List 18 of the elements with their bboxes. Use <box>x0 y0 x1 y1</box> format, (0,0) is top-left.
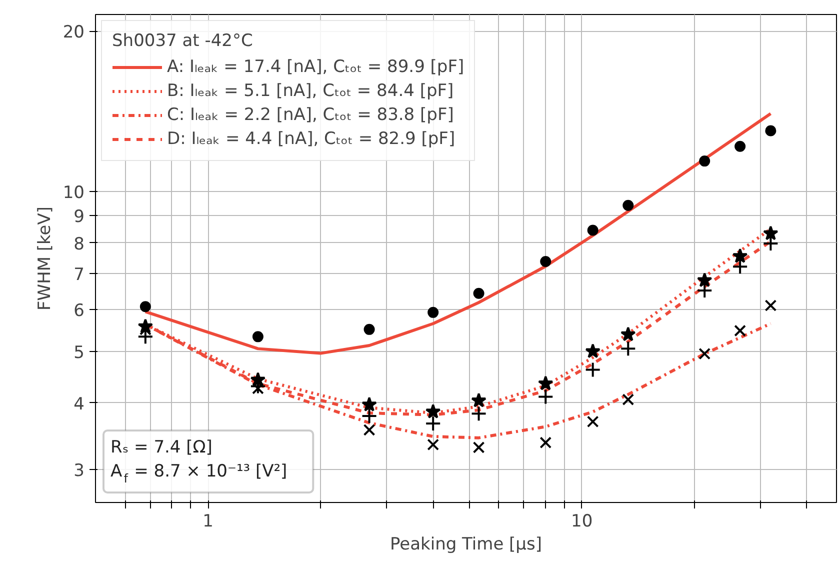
y-tick-label: 7 <box>74 265 85 286</box>
x-axis-title: Peaking Time [µs] <box>390 534 542 554</box>
legend-label: D: Iₗₑₐₖ = 4.4 [nA], Cₜₒₜ = 82.9 [pF] <box>167 128 456 150</box>
legend-label: A: Iₗₑₐₖ = 17.4 [nA], Cₜₒₜ = 89.9 [pF] <box>167 56 464 78</box>
legend-title: Sh0037 at -42°C <box>112 31 254 51</box>
legend-label: C: Iₗₑₐₖ = 2.2 [nA], Cₜₒₜ = 83.8 [pF] <box>167 104 454 126</box>
y-tick-label: 6 <box>74 300 85 321</box>
y-tick-label: 3 <box>74 460 85 481</box>
y-tick-label: 8 <box>74 234 85 254</box>
y-tick-label: 5 <box>74 342 85 363</box>
y-tick-label: 20 <box>62 22 85 43</box>
annotation: Rₛ = 7.4 [Ω] <box>110 438 212 458</box>
x-tick-label: 1 <box>202 512 214 532</box>
y-tick-label: 9 <box>74 207 85 228</box>
y-tick-label: 10 <box>62 182 85 203</box>
y-tick-label: 4 <box>74 394 85 414</box>
y-axis-title: FWHM [keV] <box>34 206 55 311</box>
legend-label: B: Iₗₑₐₖ = 5.1 [nA], Cₜₒₜ = 84.4 [pF] <box>167 80 454 102</box>
